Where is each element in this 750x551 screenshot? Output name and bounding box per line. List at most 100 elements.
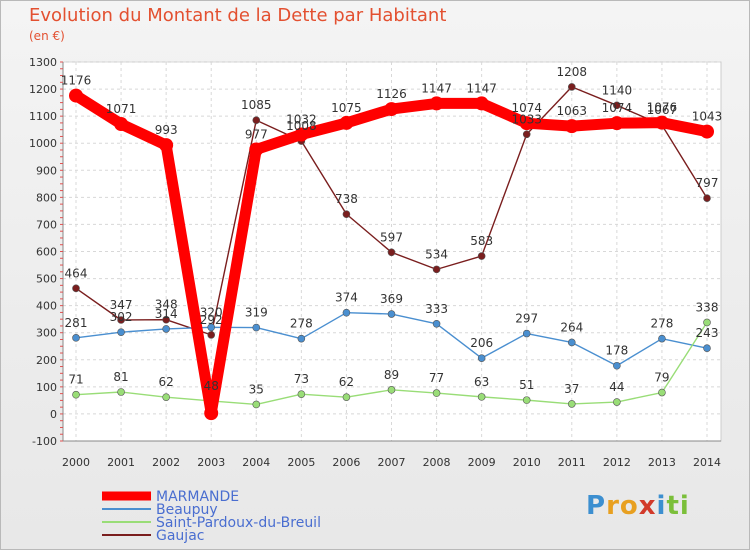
x-tick-label: 2001 <box>107 456 135 469</box>
data-point <box>342 308 351 317</box>
data-point <box>522 130 531 139</box>
data-point <box>658 388 666 397</box>
y-tick-label: 700 <box>36 218 57 231</box>
data-point <box>654 115 669 130</box>
data-label: 583 <box>470 234 493 248</box>
data-point <box>117 316 125 324</box>
y-tick-label: 500 <box>36 273 57 286</box>
data-point <box>429 96 444 111</box>
data-point <box>72 284 80 293</box>
data-point <box>432 265 441 274</box>
data-label: 71 <box>68 373 83 387</box>
data-point <box>519 116 534 131</box>
data-label: 264 <box>560 320 583 334</box>
data-point <box>117 328 125 336</box>
data-point <box>114 116 129 131</box>
data-point <box>613 101 621 110</box>
data-point <box>387 248 396 257</box>
data-point <box>252 323 261 332</box>
x-tick-label: 2000 <box>62 456 90 469</box>
data-label: 48 <box>204 379 219 393</box>
data-point <box>297 334 306 343</box>
data-label: 51 <box>519 378 534 392</box>
data-point <box>204 406 219 421</box>
x-tick-label: 2012 <box>603 456 631 469</box>
data-point <box>342 210 351 218</box>
data-label: 1067 <box>647 103 678 117</box>
data-point <box>69 88 83 103</box>
y-tick-label: 200 <box>36 354 57 367</box>
data-label: 1140 <box>602 83 633 97</box>
data-label: 1074 <box>602 101 633 115</box>
data-label: 597 <box>380 230 403 244</box>
data-point <box>700 124 714 139</box>
data-point <box>72 390 80 399</box>
data-point <box>249 142 264 157</box>
data-label: 243 <box>696 326 719 340</box>
data-label: 44 <box>609 380 624 394</box>
data-point <box>613 361 621 370</box>
data-point <box>567 400 576 408</box>
data-label: 77 <box>429 371 444 385</box>
data-point <box>387 386 396 394</box>
y-tick-label: -100 <box>32 435 57 448</box>
y-tick-label: 1300 <box>29 56 57 69</box>
data-label: 62 <box>159 375 174 389</box>
data-label: 63 <box>474 375 489 389</box>
x-tick-label: 2008 <box>423 456 451 469</box>
chart-unit-subtitle: (en €) <box>29 29 65 43</box>
x-tick-label: 2006 <box>332 456 360 469</box>
data-point <box>252 116 261 125</box>
data-label: 347 <box>110 298 133 312</box>
data-label: 738 <box>335 192 358 206</box>
data-point <box>613 398 621 406</box>
data-label: 320 <box>200 305 223 319</box>
x-tick-label: 2003 <box>197 456 225 469</box>
data-label: 1126 <box>376 87 407 101</box>
data-label: 1071 <box>106 102 137 116</box>
data-label: 1074 <box>511 101 542 115</box>
data-point <box>162 393 170 401</box>
y-tick-label: 1000 <box>29 137 57 150</box>
data-label: 977 <box>245 127 268 141</box>
data-label: 369 <box>380 292 403 306</box>
data-point <box>432 389 441 397</box>
data-label: 206 <box>470 336 493 350</box>
data-label: 338 <box>696 300 719 314</box>
data-label: 1043 <box>692 110 723 124</box>
data-point <box>522 329 531 338</box>
data-label: 464 <box>65 266 88 280</box>
data-point <box>207 331 216 339</box>
data-label: 1085 <box>241 98 272 112</box>
data-point <box>522 396 531 404</box>
data-point <box>294 127 309 142</box>
data-label: 348 <box>155 298 178 312</box>
y-tick-label: 0 <box>50 408 57 421</box>
data-point <box>477 393 486 401</box>
data-point <box>387 310 396 318</box>
data-point <box>72 334 80 342</box>
legend-label: Saint-Pardoux-du-Breuil <box>156 515 321 531</box>
data-point <box>252 400 261 409</box>
data-label: 297 <box>515 312 538 326</box>
x-tick-label: 2009 <box>468 456 496 469</box>
data-point <box>297 390 306 398</box>
data-label: 302 <box>110 310 133 324</box>
data-point <box>159 138 174 153</box>
data-label: 281 <box>65 316 88 330</box>
data-label: 797 <box>696 176 719 190</box>
data-point <box>342 393 351 401</box>
data-label: 534 <box>425 247 448 261</box>
chart-title: Evolution du Montant de la Dette par Hab… <box>29 5 447 26</box>
y-tick-label: 1200 <box>29 83 57 96</box>
data-label: 319 <box>245 306 268 320</box>
data-point <box>703 318 711 327</box>
data-point <box>432 319 441 328</box>
y-tick-label: 400 <box>36 300 57 313</box>
x-tick-label: 2005 <box>287 456 315 469</box>
data-label: 278 <box>650 317 673 331</box>
data-label: 1032 <box>286 113 317 127</box>
data-label: 1033 <box>511 112 542 126</box>
